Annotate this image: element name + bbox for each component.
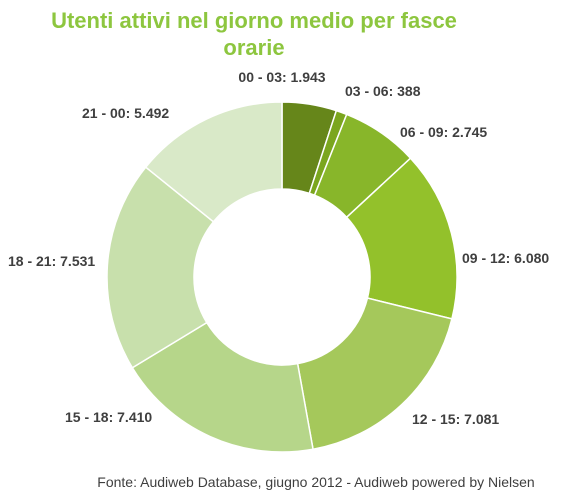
slice-label-18-21: 18 - 21: 7.531 — [8, 253, 95, 269]
source-note: Fonte: Audiweb Database, giugno 2012 - A… — [97, 474, 534, 490]
donut-slices — [106, 101, 458, 453]
slice-labels: 00 - 03: 1.943 03 - 06: 388 06 - 09: 2.745… — [8, 69, 549, 427]
slice-label-03-06: 03 - 06: 388 — [345, 83, 421, 99]
chart-title-line-2: orarie — [223, 35, 284, 60]
slice-15-18 — [131, 321, 314, 453]
slice-18-21 — [106, 166, 215, 369]
slice-label-06-09: 06 - 09: 2.745 — [400, 124, 487, 140]
slice-21-00 — [144, 101, 283, 223]
slice-label-21-00: 21 - 00: 5.492 — [82, 105, 169, 121]
slice-label-00-03: 00 - 03: 1.943 — [238, 69, 325, 85]
slice-label-09-12: 09 - 12: 6.080 — [462, 250, 549, 266]
slice-label-15-18: 15 - 18: 7.410 — [65, 409, 152, 425]
slice-label-12-15: 12 - 15: 7.081 — [412, 411, 499, 427]
chart-title-line-1: Utenti attivi nel giorno medio per fasce — [51, 8, 457, 33]
slice-12-15 — [296, 297, 453, 451]
